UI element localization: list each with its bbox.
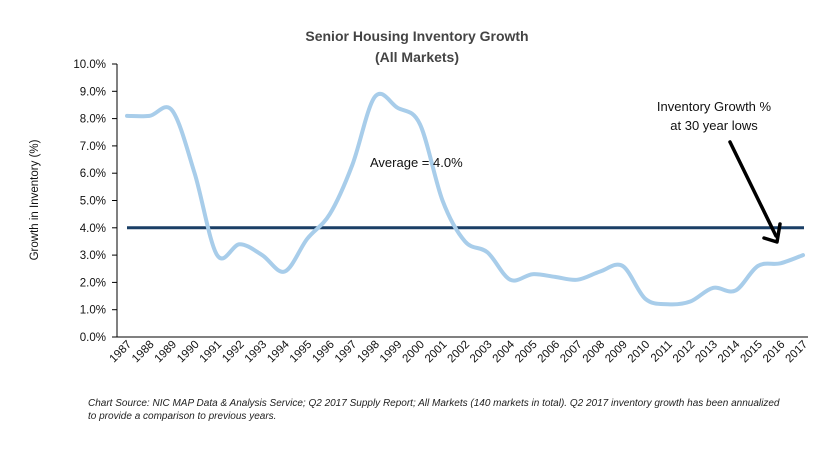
x-tick-label: 1995 [288, 339, 315, 366]
x-tick-label: 2005 [513, 339, 540, 366]
x-tick-label: 1998 [355, 339, 382, 366]
x-tick-label: 1987 [108, 339, 135, 366]
y-tick-label: 6.0% [80, 168, 106, 180]
annotation-arrow [728, 140, 782, 244]
x-tick-label: 2001 [423, 339, 450, 366]
x-tick-label: 2011 [649, 339, 675, 365]
x-tick-label: 1991 [198, 339, 225, 366]
x-tick-label: 2006 [536, 339, 563, 366]
x-tick-label: 1996 [310, 339, 337, 366]
x-tick-label: 2013 [693, 339, 720, 366]
x-tick-label: 1992 [220, 339, 247, 366]
average-label: Average = 4.0% [370, 155, 463, 170]
y-axis-label: Growth in Inventory (%) [29, 139, 41, 260]
x-tick-label: 2014 [716, 338, 743, 365]
chart-source-note: Chart Source: NIC MAP Data & Analysis Se… [88, 398, 780, 422]
x-tick-label: 2008 [581, 339, 608, 366]
x-tick-label: 1993 [243, 339, 270, 366]
x-tick-label: 2012 [671, 339, 698, 366]
x-tick-label: 1990 [175, 339, 202, 366]
y-axis-ticks: 0.0% 1.0% 2.0% 3.0% 4.0% 5.0% 6.0% 7.0% 8.0% 9.0%… [73, 59, 117, 344]
y-tick-label: 2.0% [80, 277, 106, 289]
x-tick-label: 2004 [491, 338, 518, 365]
y-tick-label: 4.0% [80, 223, 106, 235]
y-tick-label: 3.0% [80, 250, 106, 262]
x-tick-label: 2016 [761, 339, 788, 366]
x-tick-label: 1994 [265, 338, 292, 365]
y-tick-label: 7.0% [80, 141, 106, 153]
x-tick-label: 2015 [738, 339, 765, 366]
y-tick-label: 9.0% [80, 86, 106, 98]
y-tick-label: 10.0% [73, 59, 106, 71]
y-tick-label: 8.0% [80, 114, 106, 126]
x-tick-label: 2017 [784, 339, 811, 366]
x-tick-label: 1999 [378, 339, 405, 366]
chart-subtitle: (All Markets) [375, 49, 459, 65]
y-tick-label: 5.0% [80, 196, 106, 208]
x-tick-label: 2010 [626, 339, 653, 366]
annotation-line-2: at 30 year lows [670, 118, 758, 133]
x-tick-label: 2009 [603, 339, 630, 366]
x-tick-label: 2003 [468, 339, 495, 366]
chart-title: Senior Housing Inventory Growth [305, 28, 528, 44]
x-tick-label: 2002 [446, 339, 473, 366]
x-tick-label: 2007 [558, 339, 585, 366]
series-line [125, 91, 805, 307]
y-tick-label: 0.0% [80, 332, 106, 344]
x-tick-label: 1997 [333, 339, 360, 366]
x-tick-label: 2000 [400, 339, 427, 366]
x-tick-label: 1988 [130, 339, 157, 366]
x-axis-ticks: 1987198819891990199119921993199419951996… [108, 338, 811, 365]
x-tick-label: 1989 [153, 339, 180, 366]
annotation-line-1: Inventory Growth % [657, 99, 772, 114]
y-tick-label: 1.0% [80, 305, 106, 317]
